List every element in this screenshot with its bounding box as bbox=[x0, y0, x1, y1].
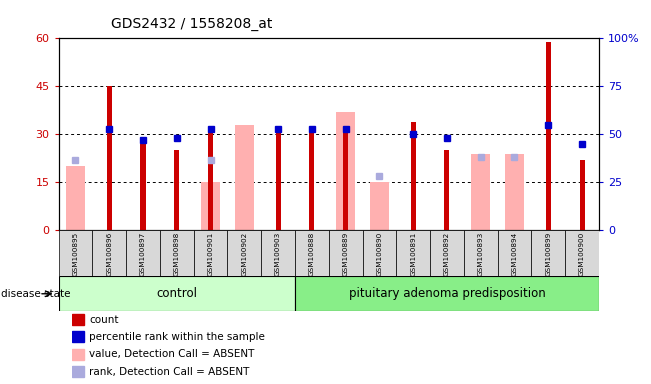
Bar bbox=[337, 112, 355, 230]
Text: GSM100903: GSM100903 bbox=[275, 232, 281, 276]
Text: count: count bbox=[89, 314, 118, 325]
Bar bbox=[411, 122, 416, 230]
Bar bbox=[208, 128, 213, 230]
Bar bbox=[59, 230, 92, 276]
Text: GSM100889: GSM100889 bbox=[342, 232, 349, 276]
Bar bbox=[445, 151, 449, 230]
Bar bbox=[343, 128, 348, 230]
Text: pituitary adenoma predisposition: pituitary adenoma predisposition bbox=[348, 287, 546, 300]
Text: percentile rank within the sample: percentile rank within the sample bbox=[89, 332, 265, 342]
Text: disease state: disease state bbox=[1, 289, 70, 299]
Text: GSM100891: GSM100891 bbox=[410, 232, 416, 276]
Bar bbox=[505, 154, 524, 230]
Bar bbox=[497, 230, 531, 276]
Bar bbox=[329, 230, 363, 276]
Bar bbox=[194, 230, 227, 276]
Bar bbox=[107, 86, 112, 230]
Bar bbox=[72, 366, 85, 377]
Text: GSM100902: GSM100902 bbox=[242, 232, 247, 276]
Bar bbox=[126, 230, 160, 276]
Bar bbox=[160, 230, 194, 276]
Text: GDS2432 / 1558208_at: GDS2432 / 1558208_at bbox=[111, 17, 272, 31]
Text: GSM100901: GSM100901 bbox=[208, 232, 214, 276]
Bar bbox=[579, 160, 585, 230]
Bar bbox=[275, 128, 281, 230]
Bar bbox=[235, 125, 254, 230]
Bar bbox=[565, 230, 599, 276]
Bar bbox=[201, 182, 220, 230]
Bar bbox=[363, 230, 396, 276]
Bar bbox=[471, 154, 490, 230]
Bar bbox=[66, 166, 85, 230]
Bar bbox=[59, 276, 295, 311]
Bar bbox=[72, 331, 85, 343]
Bar bbox=[261, 230, 295, 276]
Bar bbox=[309, 128, 314, 230]
Text: GSM100899: GSM100899 bbox=[546, 232, 551, 276]
Text: GSM100893: GSM100893 bbox=[478, 232, 484, 276]
Bar bbox=[72, 349, 85, 360]
Bar bbox=[396, 230, 430, 276]
Text: GSM100898: GSM100898 bbox=[174, 232, 180, 276]
Text: GSM100896: GSM100896 bbox=[106, 232, 112, 276]
Text: GSM100894: GSM100894 bbox=[512, 232, 518, 276]
Text: GSM100888: GSM100888 bbox=[309, 232, 315, 276]
Text: GSM100890: GSM100890 bbox=[376, 232, 382, 276]
Bar bbox=[92, 230, 126, 276]
Text: control: control bbox=[156, 287, 197, 300]
Text: rank, Detection Call = ABSENT: rank, Detection Call = ABSENT bbox=[89, 366, 249, 377]
Bar bbox=[295, 230, 329, 276]
Text: GSM100892: GSM100892 bbox=[444, 232, 450, 276]
Text: GSM100895: GSM100895 bbox=[72, 232, 79, 276]
Bar bbox=[227, 230, 261, 276]
Text: GSM100897: GSM100897 bbox=[140, 232, 146, 276]
Bar bbox=[72, 314, 85, 325]
Bar bbox=[546, 41, 551, 230]
Bar bbox=[141, 144, 146, 230]
Text: value, Detection Call = ABSENT: value, Detection Call = ABSENT bbox=[89, 349, 255, 359]
Text: GSM100900: GSM100900 bbox=[579, 232, 585, 276]
Bar bbox=[430, 230, 464, 276]
Bar bbox=[174, 151, 179, 230]
Bar bbox=[295, 276, 599, 311]
Bar bbox=[531, 230, 565, 276]
Bar bbox=[370, 182, 389, 230]
Bar bbox=[464, 230, 497, 276]
